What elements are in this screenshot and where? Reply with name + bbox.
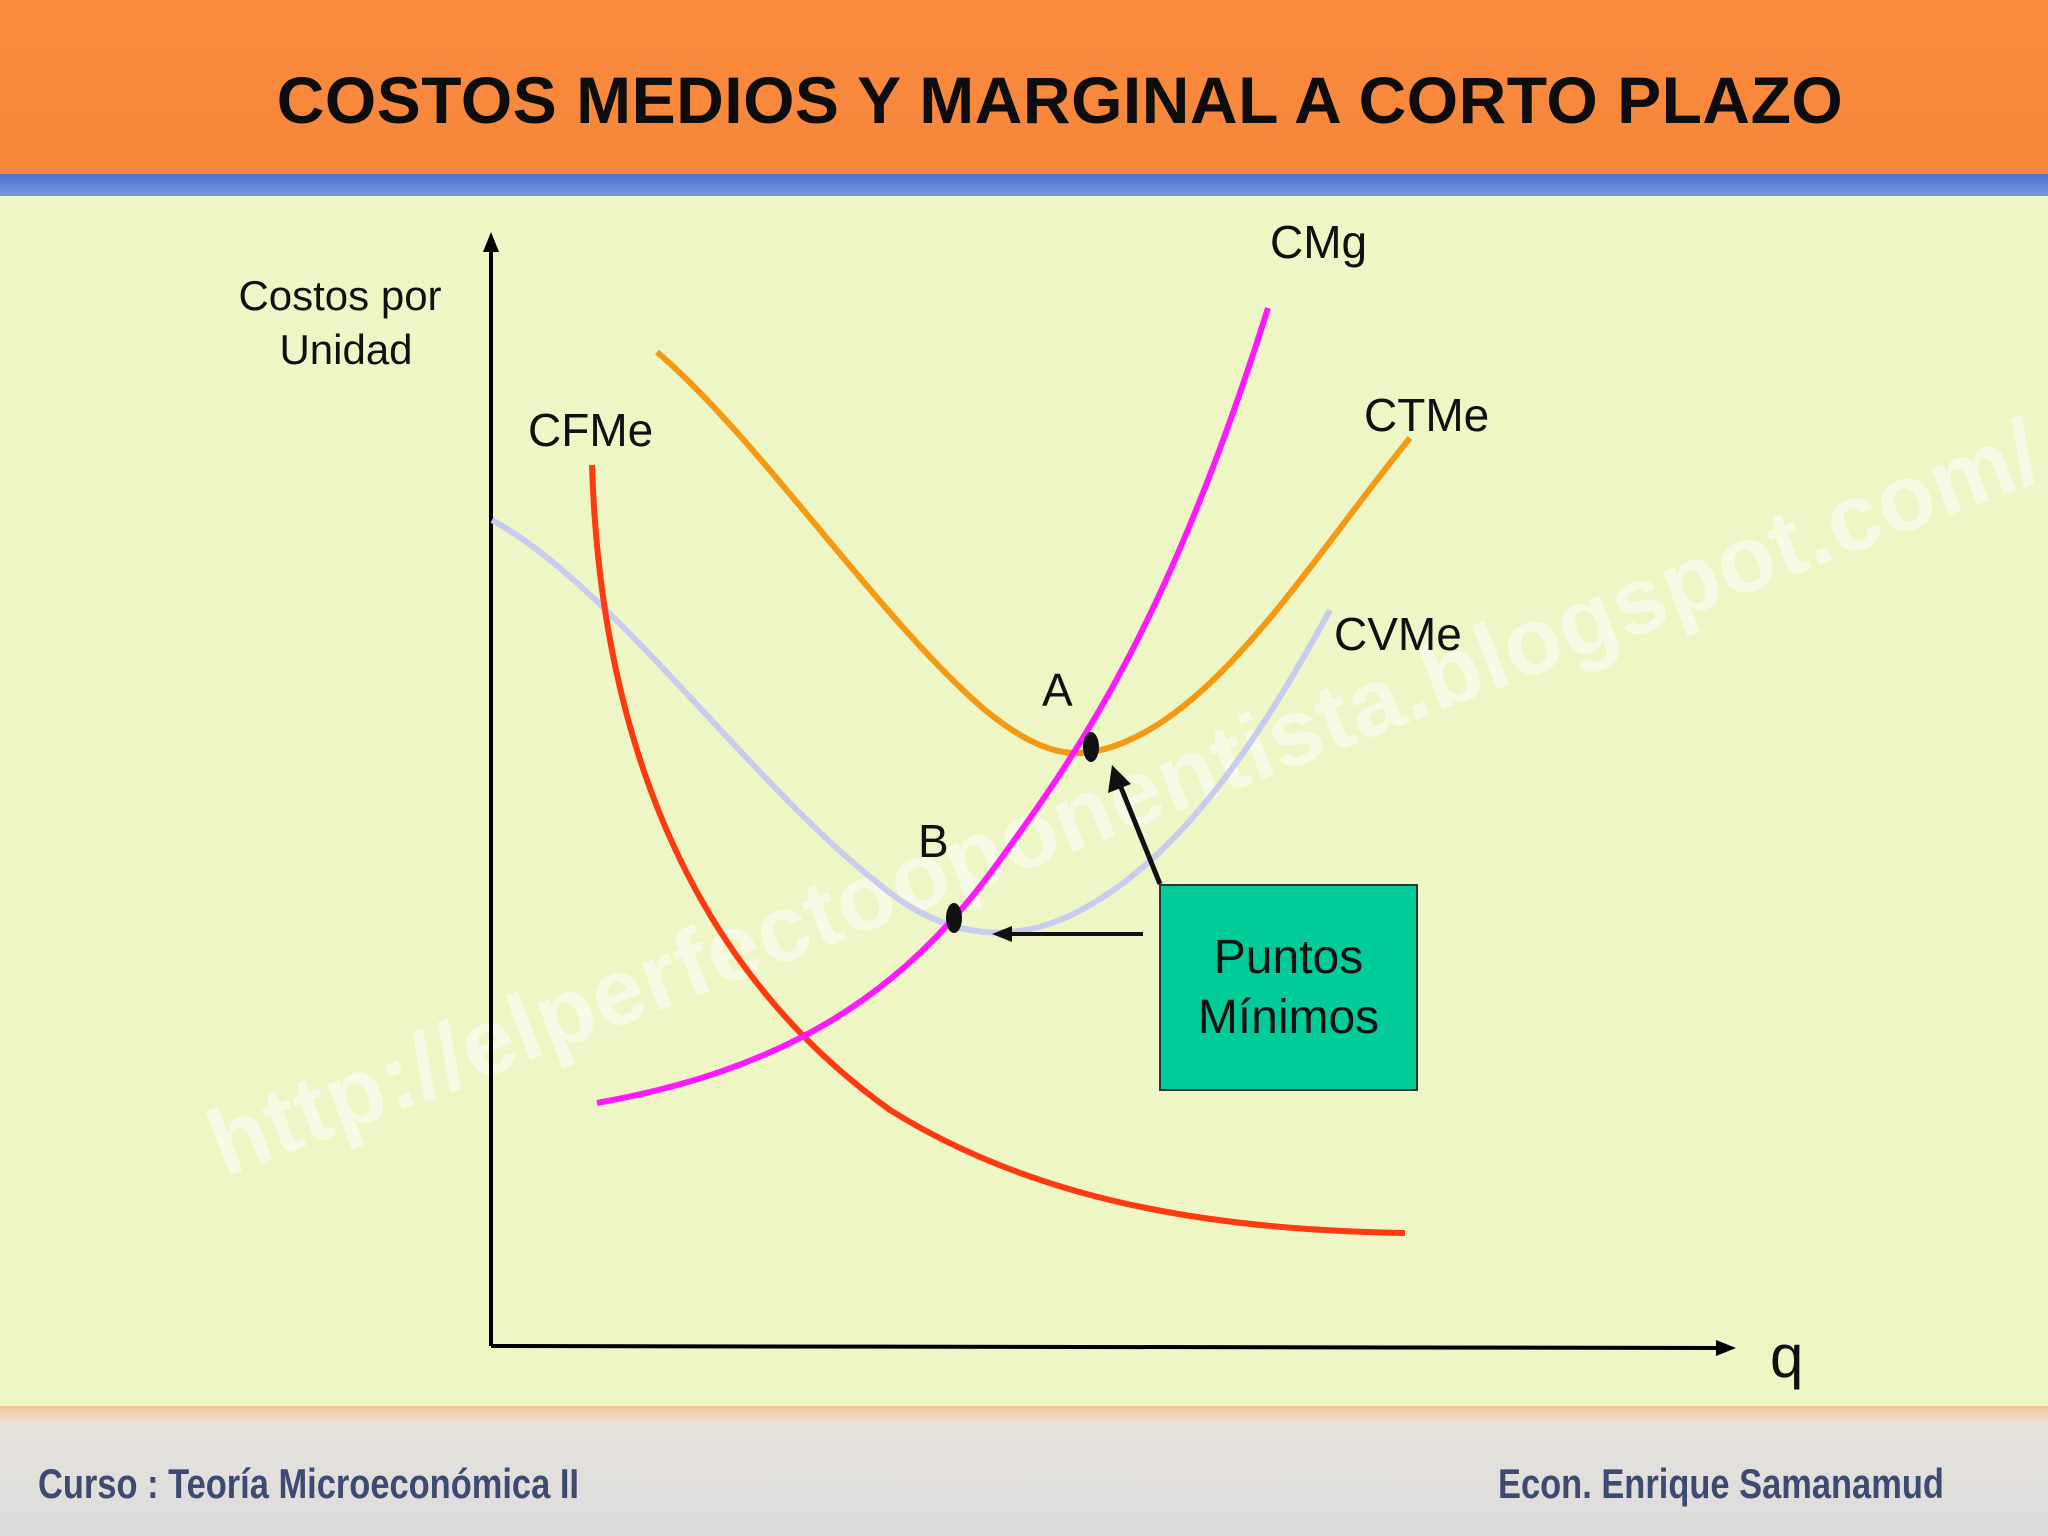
point-b-marker [946, 903, 962, 933]
point-b-label: B [918, 815, 949, 867]
x-axis-arrowhead [1716, 1340, 1736, 1356]
callout-line1: Puntos [1213, 930, 1364, 984]
title-bar [0, 0, 2048, 182]
slide-title: COSTOS MEDIOS Y MARGINAL A CORTO PLAZO [276, 63, 1844, 137]
minimum-points-callout: Puntos Mínimos [1159, 884, 1418, 1091]
arrow-to-a [1117, 784, 1163, 885]
footer-course: Curso : Teoría Microeconómica II [38, 1460, 579, 1507]
callout-line2: Mínimos [1197, 990, 1380, 1044]
footer-author: Econ. Enrique Samanamud [1498, 1460, 1944, 1507]
y-axis-label-line1: Costos por [238, 272, 441, 319]
cfme-label: CFMe [528, 404, 653, 456]
cmg-curve [596, 307, 1271, 1106]
content-area [0, 196, 2048, 1406]
arrow-to-a-head [1108, 765, 1131, 793]
y-axis-label-line2: Unidad [279, 326, 412, 373]
cvme-curve [490, 517, 1333, 936]
point-a-label: A [1042, 664, 1073, 716]
ctme-curve [655, 349, 1413, 757]
cmg-label: CMg [1270, 216, 1367, 268]
x-axis [490, 1344, 1721, 1350]
title-stripe [0, 174, 2048, 196]
arrow-to-b-head [992, 926, 1012, 942]
cvme-label: CVMe [1334, 608, 1462, 660]
footer [0, 1406, 2048, 1536]
cfme-curve [589, 464, 1406, 1236]
x-axis-label: q [1770, 1323, 1803, 1390]
y-axis-arrowhead [483, 232, 499, 252]
point-a-marker [1083, 732, 1099, 762]
ctme-label: CTMe [1364, 389, 1489, 441]
